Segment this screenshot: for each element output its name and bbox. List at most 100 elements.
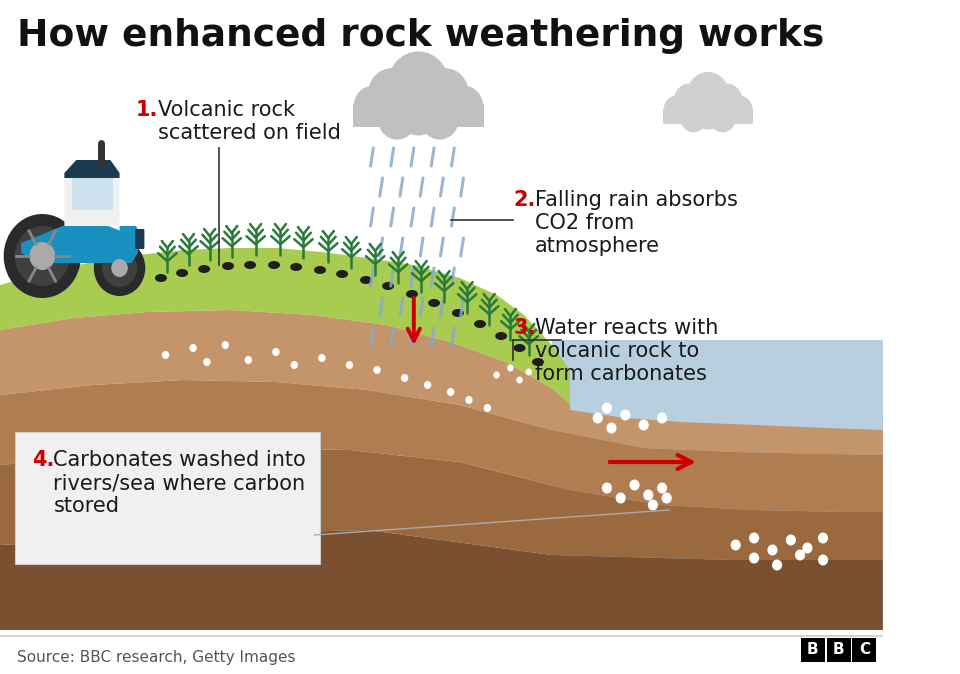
Circle shape <box>162 351 169 359</box>
Circle shape <box>620 410 631 421</box>
Circle shape <box>378 98 417 140</box>
Ellipse shape <box>336 270 348 278</box>
Text: Water reacts with
volcanic rock to
form carbonates: Water reacts with volcanic rock to form … <box>535 318 719 384</box>
Ellipse shape <box>382 282 394 290</box>
Text: Carbonates washed into
rivers/sea where carbon
stored: Carbonates washed into rivers/sea where … <box>54 450 306 516</box>
Ellipse shape <box>268 261 280 269</box>
Circle shape <box>189 344 197 352</box>
Text: 4.: 4. <box>33 450 55 470</box>
Circle shape <box>657 483 667 493</box>
FancyBboxPatch shape <box>14 432 320 564</box>
Circle shape <box>493 371 500 379</box>
Circle shape <box>373 366 381 374</box>
Circle shape <box>657 412 667 423</box>
Circle shape <box>4 214 81 298</box>
Polygon shape <box>0 310 883 455</box>
Polygon shape <box>0 380 883 512</box>
Text: Source: BBC research, Getty Images: Source: BBC research, Getty Images <box>16 650 295 665</box>
Polygon shape <box>120 226 141 243</box>
Text: B: B <box>807 642 819 658</box>
Circle shape <box>424 381 431 389</box>
Text: Falling rain absorbs
CO2 from
atmosphere: Falling rain absorbs CO2 from atmosphere <box>535 190 738 256</box>
Ellipse shape <box>290 263 302 271</box>
Circle shape <box>772 559 782 570</box>
FancyBboxPatch shape <box>663 108 753 124</box>
Ellipse shape <box>514 344 525 352</box>
Circle shape <box>687 72 730 118</box>
Circle shape <box>102 249 137 287</box>
Text: 3.: 3. <box>514 318 536 338</box>
Circle shape <box>592 412 603 423</box>
Ellipse shape <box>360 276 372 284</box>
Circle shape <box>525 369 532 375</box>
Circle shape <box>630 479 639 491</box>
Ellipse shape <box>532 358 544 366</box>
Ellipse shape <box>495 332 507 340</box>
Ellipse shape <box>155 274 167 282</box>
Circle shape <box>663 96 689 123</box>
Text: 1.: 1. <box>136 100 158 120</box>
Circle shape <box>30 242 55 270</box>
Polygon shape <box>570 348 883 430</box>
Circle shape <box>674 84 706 118</box>
FancyBboxPatch shape <box>135 229 144 249</box>
Circle shape <box>273 348 279 356</box>
Circle shape <box>422 68 468 119</box>
Polygon shape <box>0 448 883 560</box>
Circle shape <box>516 377 523 384</box>
Circle shape <box>818 555 828 565</box>
Ellipse shape <box>314 266 326 274</box>
Circle shape <box>447 388 454 396</box>
Circle shape <box>709 104 736 132</box>
Circle shape <box>466 396 472 404</box>
Circle shape <box>749 532 759 543</box>
Polygon shape <box>21 226 138 263</box>
Ellipse shape <box>406 290 418 298</box>
Circle shape <box>638 419 649 431</box>
Ellipse shape <box>176 269 188 277</box>
Circle shape <box>94 240 145 296</box>
Circle shape <box>803 543 812 553</box>
Circle shape <box>607 423 616 433</box>
Polygon shape <box>552 340 883 630</box>
Polygon shape <box>72 178 113 210</box>
Circle shape <box>245 356 252 364</box>
Circle shape <box>728 96 753 123</box>
Circle shape <box>204 358 210 366</box>
Circle shape <box>369 68 415 119</box>
Circle shape <box>681 104 707 132</box>
Circle shape <box>14 226 70 286</box>
Text: Volcanic rock
scattered on field: Volcanic rock scattered on field <box>158 100 341 143</box>
Circle shape <box>111 259 128 277</box>
Polygon shape <box>64 160 120 178</box>
Circle shape <box>484 404 492 412</box>
Circle shape <box>818 532 828 543</box>
FancyBboxPatch shape <box>352 104 484 127</box>
Circle shape <box>689 89 727 129</box>
FancyBboxPatch shape <box>801 638 825 662</box>
Ellipse shape <box>452 309 464 317</box>
Circle shape <box>507 365 514 371</box>
Circle shape <box>420 98 459 140</box>
Text: 2.: 2. <box>514 190 536 210</box>
Ellipse shape <box>198 265 210 273</box>
Circle shape <box>291 361 298 369</box>
Circle shape <box>731 539 741 551</box>
Circle shape <box>648 499 658 510</box>
Circle shape <box>749 553 759 563</box>
Polygon shape <box>64 163 120 226</box>
Circle shape <box>615 493 626 503</box>
Circle shape <box>318 354 325 362</box>
Polygon shape <box>0 248 570 405</box>
Circle shape <box>222 341 229 349</box>
Ellipse shape <box>474 320 486 328</box>
FancyBboxPatch shape <box>827 638 851 662</box>
Text: C: C <box>859 642 870 658</box>
Circle shape <box>602 402 612 414</box>
Circle shape <box>602 483 612 493</box>
Circle shape <box>786 534 796 545</box>
Circle shape <box>795 549 805 561</box>
Circle shape <box>710 84 742 118</box>
Ellipse shape <box>428 299 440 307</box>
Circle shape <box>643 489 654 501</box>
